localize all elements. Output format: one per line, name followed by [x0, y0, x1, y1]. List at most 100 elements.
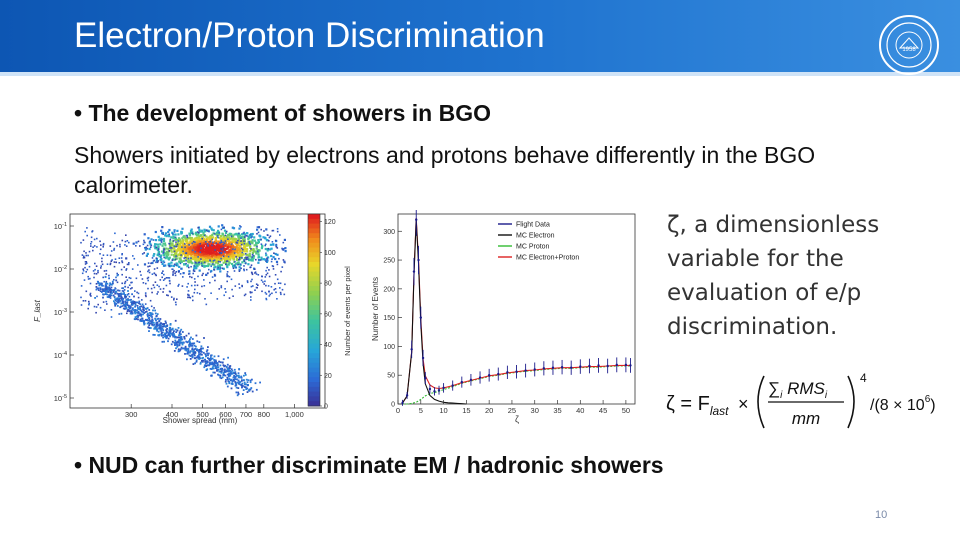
heatmap-point [113, 296, 116, 298]
heatmap-point [170, 332, 172, 335]
heatmap-point [175, 245, 177, 248]
heatmap-point [240, 376, 243, 379]
heatmap-point [189, 248, 192, 251]
heatmap-point [203, 366, 206, 369]
heatmap-point [168, 277, 171, 279]
heatmap-point [173, 254, 176, 257]
heatmap-point [247, 237, 250, 240]
heatmap-point [156, 261, 159, 264]
heatmap-point [177, 348, 180, 351]
heatmap-point [193, 354, 196, 357]
heatmap-point [248, 252, 251, 255]
heatmap-point [130, 281, 132, 284]
heatmap-point [174, 319, 177, 322]
heatmap-point [161, 331, 164, 334]
heatmap-point [265, 269, 267, 272]
heatmap-point [190, 265, 192, 268]
heatmap-point [217, 256, 220, 259]
heatmap-point [208, 256, 211, 260]
heatmap-point [219, 370, 222, 373]
heatmap-point [214, 239, 218, 242]
colorbar-segment [308, 242, 320, 249]
heatmap-point [85, 271, 87, 273]
heatmap-point [282, 241, 285, 244]
flight-data-point [597, 364, 600, 367]
heatmap-point [168, 279, 171, 282]
heatmap-point [194, 288, 196, 291]
heatmap-point [251, 232, 254, 236]
heatmap-point [203, 337, 205, 339]
svg-text:∑i RMSi: ∑i RMSi [768, 379, 828, 402]
heatmap-point [212, 363, 214, 365]
heatmap-point [224, 244, 227, 247]
heatmap-point [140, 309, 142, 312]
heatmap-point [210, 368, 213, 370]
heatmap-point [198, 263, 201, 266]
heatmap-point [233, 368, 236, 371]
heatmap-point [189, 341, 191, 344]
heatmap-point [147, 262, 150, 264]
heatmap-point [257, 261, 260, 264]
heatmap-point [213, 355, 216, 358]
heatmap-point [217, 245, 220, 248]
heatmap-point [178, 344, 181, 347]
heatmap-point [154, 312, 157, 315]
heatmap-point [127, 286, 129, 289]
heatmap-point [186, 246, 189, 249]
heatmap-point [234, 384, 237, 387]
heatmap-point [282, 249, 285, 251]
heatmap-point [268, 269, 270, 271]
heatmap-point [262, 236, 265, 239]
heatmap-point [249, 240, 252, 243]
heatmap-point [197, 231, 200, 234]
heatmap-point [198, 358, 200, 360]
heatmap-point [161, 340, 164, 343]
heatmap-point [223, 294, 225, 297]
heatmap-y-tick-label: 10-2 [54, 265, 67, 274]
heatmap-point [233, 375, 235, 377]
heatmap-point [187, 248, 190, 251]
heatmap-point [235, 238, 238, 241]
heatmap-point [167, 337, 170, 340]
heatmap-point [268, 290, 270, 293]
line-x-tick-label: 40 [576, 406, 584, 415]
heatmap-point [87, 254, 89, 257]
heatmap-point [176, 344, 179, 347]
heatmap-point [156, 253, 159, 256]
heatmap-point [213, 232, 216, 235]
heatmap-point [226, 247, 229, 250]
heatmap-point [157, 260, 159, 262]
heatmap-point [174, 272, 176, 274]
heatmap-point [261, 290, 263, 293]
heatmap-point [147, 276, 150, 279]
heatmap-point [82, 300, 85, 302]
heatmap-point [199, 348, 201, 351]
line-y-tick-label: 250 [383, 258, 395, 265]
heatmap-point [246, 391, 249, 393]
colorbar-segment [308, 382, 320, 388]
heatmap-point [84, 263, 87, 265]
heatmap-point [205, 251, 208, 254]
heatmap-point [149, 243, 152, 246]
heatmap-point [248, 242, 251, 245]
heatmap-point [270, 247, 273, 250]
heatmap-point [203, 285, 206, 287]
heatmap-point [188, 296, 191, 298]
heatmap-point [251, 239, 254, 242]
heatmap-point [255, 247, 258, 250]
heatmap-point [215, 249, 219, 252]
heatmap-point [217, 368, 220, 371]
heatmap-point [106, 303, 108, 305]
heatmap-point [172, 232, 174, 235]
heatmap-point [235, 391, 238, 394]
heatmap-point [121, 282, 123, 285]
heatmap-point [224, 374, 227, 377]
colorbar-segment [308, 271, 320, 277]
heatmap-point [211, 236, 214, 239]
heatmap-point [178, 331, 181, 334]
heatmap-point [246, 250, 249, 253]
heatmap-point [212, 253, 215, 256]
heatmap-point [117, 301, 120, 304]
heatmap-point [235, 249, 238, 252]
heatmap-point [172, 274, 174, 276]
